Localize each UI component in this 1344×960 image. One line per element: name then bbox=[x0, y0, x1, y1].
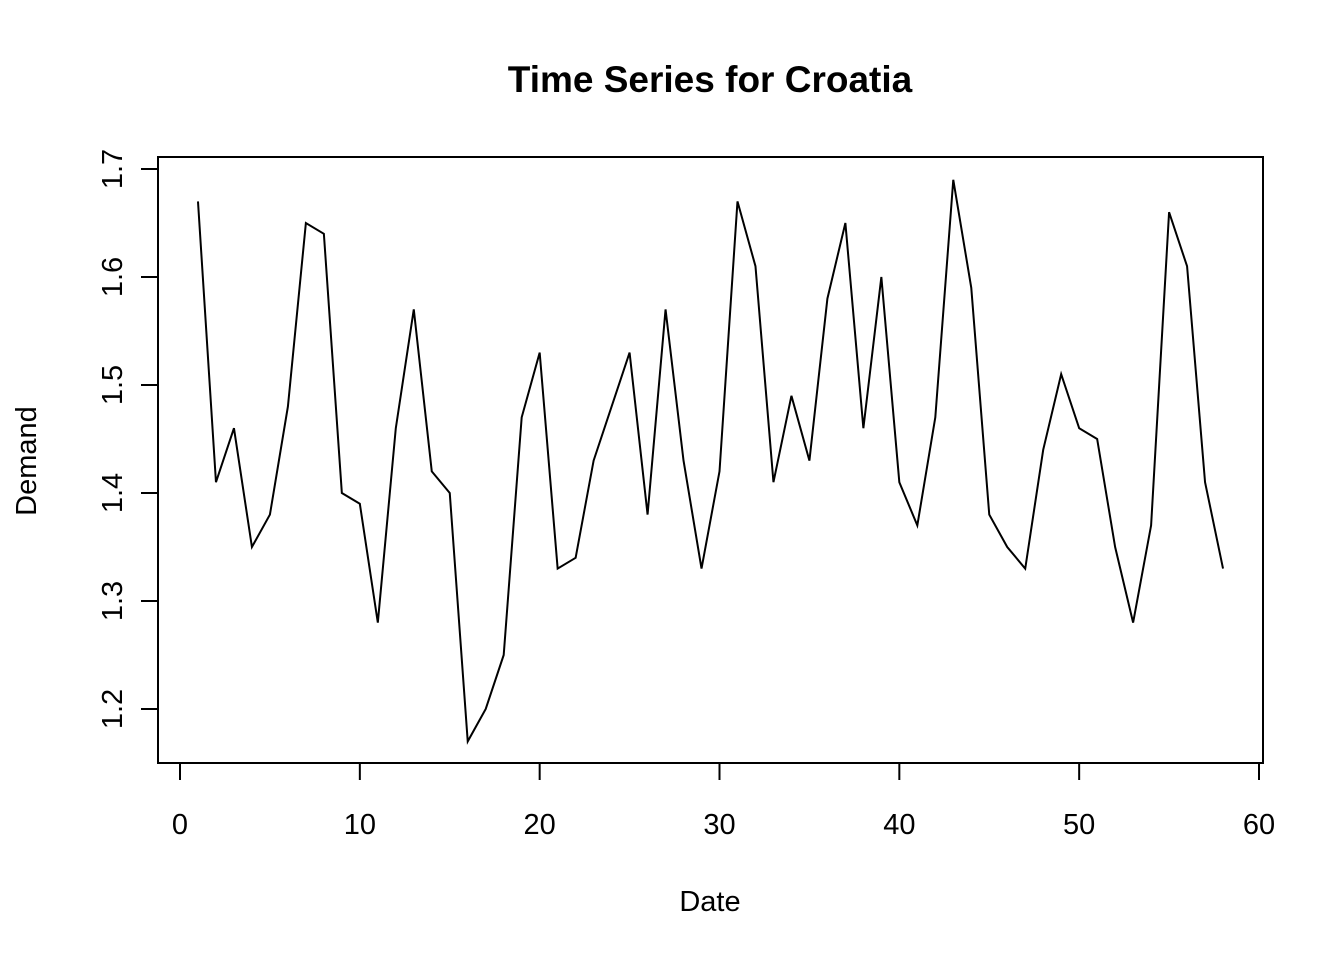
x-tick-label: 50 bbox=[1063, 809, 1095, 841]
x-tick-label: 30 bbox=[703, 809, 735, 841]
series-line bbox=[196, 179, 1225, 745]
y-tick-label: 1.2 bbox=[97, 689, 129, 729]
y-tick-label: 1.4 bbox=[97, 473, 129, 513]
y-tick-label: 1.7 bbox=[97, 149, 129, 189]
y-axis: 1.2 1.3 1.4 1.5 1.6 1.7 bbox=[97, 149, 159, 729]
y-tick-label: 1.5 bbox=[97, 365, 129, 405]
x-tick-label: 20 bbox=[524, 809, 556, 841]
x-tick-label: 10 bbox=[344, 809, 376, 841]
x-tick-label: 60 bbox=[1243, 809, 1275, 841]
y-tick-label: 1.6 bbox=[97, 257, 129, 297]
x-axis: 0 10 20 30 40 50 60 bbox=[172, 762, 1275, 841]
y-axis-label: Demand bbox=[11, 406, 43, 516]
y-tick-label: 1.3 bbox=[97, 581, 129, 621]
x-axis-label: Date bbox=[679, 886, 740, 918]
x-tick-label: 40 bbox=[883, 809, 915, 841]
plot-frame bbox=[157, 156, 1264, 764]
x-tick-label: 0 bbox=[172, 809, 188, 841]
chart-title: Time Series for Croatia bbox=[508, 59, 913, 100]
